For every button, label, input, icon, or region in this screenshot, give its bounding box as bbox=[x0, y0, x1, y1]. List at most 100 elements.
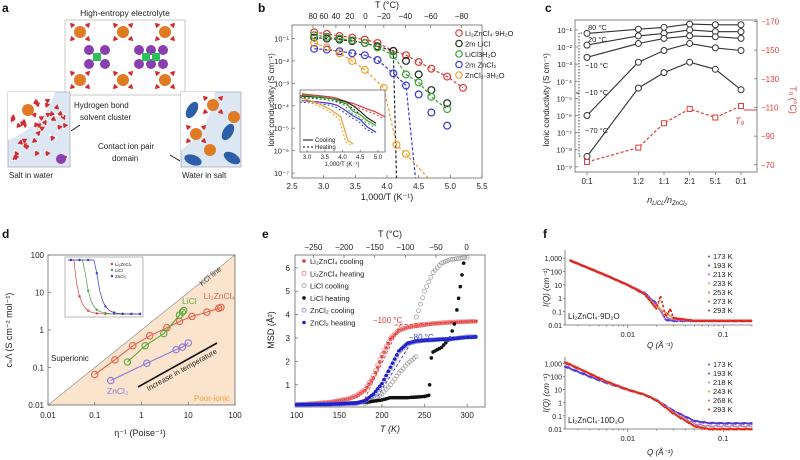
hydrogen-icon bbox=[130, 75, 133, 78]
oxygen-icon bbox=[112, 83, 119, 90]
inset-point bbox=[112, 311, 116, 314]
data-point bbox=[347, 395, 353, 401]
legend-marker bbox=[301, 307, 307, 313]
data-point bbox=[634, 40, 642, 48]
tg-point bbox=[661, 120, 667, 127]
arrow-icon bbox=[70, 124, 81, 132]
oxygen-icon bbox=[35, 150, 41, 157]
tg-point bbox=[635, 144, 642, 151]
water-molecule-icon bbox=[13, 149, 21, 157]
panel-b-conductivity-chart: 2.5 3.0 3.5 4.0 4.5 5.0 5.5 80 60 40 20 0 −20 −40 −60 −… bbox=[267, 0, 514, 202]
legend-marker bbox=[708, 363, 710, 366]
hydrogen-icon bbox=[11, 159, 14, 162]
legend-label: Li₂ZnCl₄ heating bbox=[310, 269, 364, 278]
oxygen-icon bbox=[217, 108, 224, 115]
water-molecule-icon bbox=[126, 70, 134, 78]
x-tick-label: 4.5 bbox=[413, 182, 425, 191]
data-point bbox=[719, 320, 722, 323]
legend-marker bbox=[708, 291, 710, 294]
data-point bbox=[91, 370, 99, 379]
x-axis-label: 1,000/T (K⁻¹) bbox=[361, 192, 414, 202]
temperature-label: −70 °C bbox=[585, 126, 609, 135]
oxygen-icon bbox=[34, 101, 41, 108]
data-point bbox=[750, 428, 753, 431]
x2-tick-label: 80 bbox=[309, 12, 318, 21]
hydrogen-icon bbox=[15, 127, 18, 129]
inset-point bbox=[138, 312, 142, 316]
inset-legend-label: Li₂ZnCl₄ bbox=[115, 262, 132, 267]
data-point bbox=[460, 273, 464, 277]
data-point bbox=[743, 428, 746, 431]
data-point bbox=[310, 31, 319, 40]
y-tick-label: 1 bbox=[286, 381, 291, 390]
x-tick-label: 100 bbox=[290, 411, 304, 420]
legend-marker bbox=[301, 283, 307, 289]
x-tick-label: 5:1 bbox=[710, 177, 722, 186]
data-point bbox=[390, 361, 395, 365]
hydrogen-icon bbox=[45, 155, 47, 158]
hydrogen-icon bbox=[54, 113, 57, 116]
ion-pair-icon bbox=[185, 101, 199, 119]
data-point bbox=[703, 320, 706, 323]
data-point bbox=[373, 38, 382, 47]
data-point bbox=[360, 38, 369, 47]
hydrogen-icon bbox=[168, 86, 171, 89]
data-point bbox=[634, 58, 642, 66]
data-point bbox=[414, 314, 419, 320]
data-point bbox=[405, 325, 410, 330]
chloride-icon bbox=[84, 59, 94, 69]
legend-label: 193 K bbox=[713, 261, 733, 270]
data-point bbox=[727, 320, 730, 323]
data-point bbox=[445, 258, 451, 263]
chloride-icon bbox=[146, 45, 156, 55]
data-point bbox=[172, 345, 180, 354]
tangent-line bbox=[377, 340, 413, 397]
water-molecule-icon bbox=[13, 153, 20, 162]
data-point bbox=[414, 78, 423, 87]
cation-icon bbox=[74, 26, 86, 38]
hydrogen-icon bbox=[25, 149, 28, 152]
data-point bbox=[711, 33, 719, 41]
hydrogen-icon bbox=[117, 38, 120, 41]
data-point bbox=[655, 308, 658, 310]
x-tick-label: 300 bbox=[460, 411, 474, 420]
data-point bbox=[145, 332, 154, 340]
data-point bbox=[643, 293, 646, 296]
inset-tick-label: 4.0 bbox=[338, 155, 347, 161]
data-point bbox=[737, 34, 745, 42]
hydrogen-icon bbox=[74, 23, 77, 26]
data-point bbox=[675, 320, 678, 323]
data-point bbox=[653, 299, 655, 302]
hydrogen-icon bbox=[172, 34, 175, 37]
data-point bbox=[710, 422, 713, 425]
data-point bbox=[452, 322, 457, 326]
water-molecule-icon bbox=[168, 82, 176, 90]
x2-tick-label: 0 bbox=[464, 243, 469, 252]
data-point bbox=[407, 324, 412, 330]
x-axis-label: T (K) bbox=[380, 424, 400, 434]
hydrogen-icon bbox=[130, 34, 133, 37]
y-tick-label: 2 bbox=[286, 357, 291, 366]
data-point bbox=[178, 308, 187, 316]
temperature-label: −10 °C bbox=[585, 88, 609, 97]
water-molecule-icon bbox=[20, 117, 28, 125]
oxygen-icon bbox=[14, 150, 20, 157]
oxygen-icon bbox=[154, 22, 161, 29]
legend-label: 253 K bbox=[713, 288, 733, 297]
legend-marker bbox=[302, 296, 306, 300]
water-molecule-icon bbox=[83, 22, 91, 30]
panel-a-schematic: High-entropy electrolyte Hydrogen bond sol… bbox=[7, 8, 242, 180]
x-tick-label: 150 bbox=[333, 411, 347, 420]
y-tick-label: 0.1 bbox=[33, 364, 45, 373]
data-point bbox=[737, 86, 745, 94]
legend-marker bbox=[708, 381, 710, 384]
hydrogen-icon bbox=[33, 120, 36, 123]
y-tick-label: 10 bbox=[554, 283, 562, 290]
data-point bbox=[426, 279, 432, 285]
hydrogen-icon bbox=[186, 136, 189, 139]
oxygen-icon bbox=[202, 108, 209, 115]
y-axis-label: I(Q) (cm⁻¹) bbox=[542, 373, 551, 412]
data-point bbox=[711, 21, 719, 29]
hydrogen-icon bbox=[13, 149, 16, 152]
tg-point bbox=[738, 103, 744, 110]
